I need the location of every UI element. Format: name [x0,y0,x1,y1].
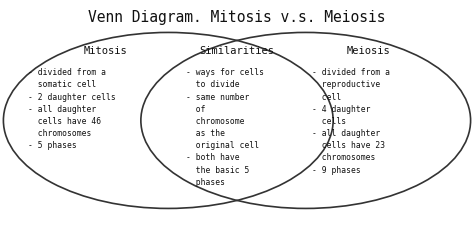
Text: - ways for cells
  to divide
- same number
  of
  chromosome
  as the
  original: - ways for cells to divide - same number… [186,68,264,186]
Text: Mitosis: Mitosis [84,45,128,55]
Text: Similarities: Similarities [200,45,274,55]
Text: - divided from a
  reproductive
  cell
- 4 daughter
  cells
- all daughter
  cel: - divided from a reproductive cell - 4 d… [312,68,390,174]
Text: Meiosis: Meiosis [346,45,390,55]
Text: Venn Diagram. Mitosis v.s. Meiosis: Venn Diagram. Mitosis v.s. Meiosis [88,10,386,25]
Text: - divided from a
  somatic cell
- 2 daughter cells
- all daughter
  cells have 4: - divided from a somatic cell - 2 daught… [28,68,116,150]
